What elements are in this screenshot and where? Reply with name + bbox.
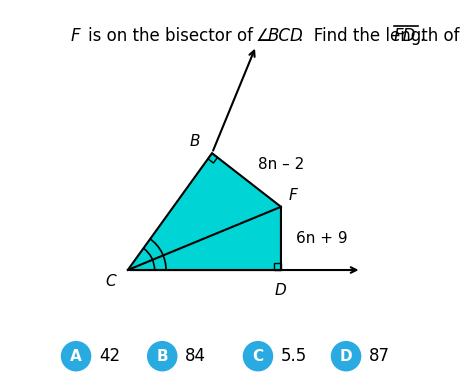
Text: FD: FD <box>394 27 416 45</box>
Text: BCD: BCD <box>267 27 303 45</box>
Text: A: A <box>70 349 82 364</box>
Text: 84: 84 <box>185 347 206 365</box>
Text: 42: 42 <box>99 347 120 365</box>
Text: F: F <box>70 27 80 45</box>
Text: is on the bisector of: is on the bisector of <box>87 27 252 45</box>
Text: D: D <box>275 283 287 298</box>
Circle shape <box>331 342 360 371</box>
Text: ∠: ∠ <box>256 27 271 45</box>
Text: 6n + 9: 6n + 9 <box>296 231 348 246</box>
Circle shape <box>62 342 91 371</box>
Text: C: C <box>252 349 264 364</box>
Circle shape <box>243 342 273 371</box>
Text: 5.5: 5.5 <box>281 347 307 365</box>
Text: 8n – 2: 8n – 2 <box>258 157 304 172</box>
Text: C: C <box>106 274 116 289</box>
Text: B: B <box>190 134 201 149</box>
Text: .: . <box>419 27 424 45</box>
Text: B: B <box>157 349 168 364</box>
Text: D: D <box>340 349 352 364</box>
Polygon shape <box>128 153 281 270</box>
Text: 87: 87 <box>369 347 390 365</box>
Text: .  Find the length of: . Find the length of <box>298 27 460 45</box>
Text: F: F <box>289 188 298 203</box>
Circle shape <box>148 342 177 371</box>
